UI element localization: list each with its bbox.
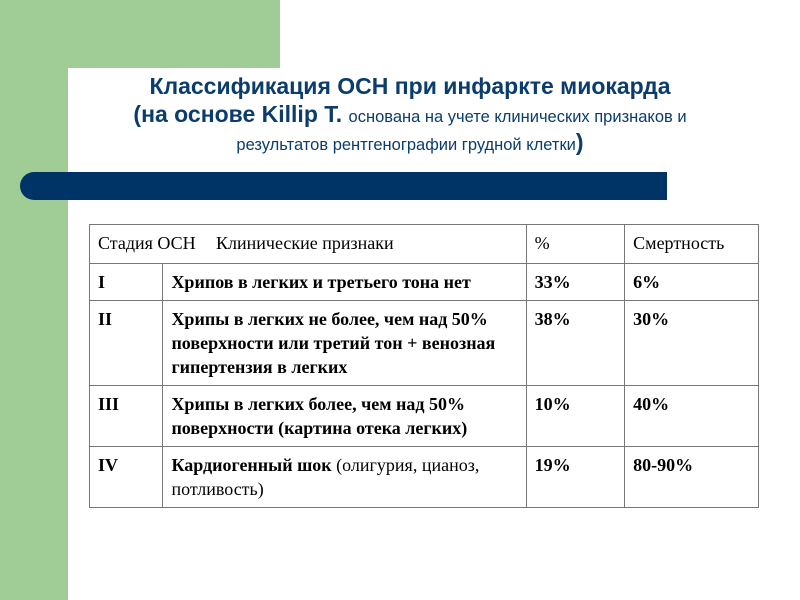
table-header-row: Стадия ОСН Клинические признаки % Смертно… (89, 224, 759, 264)
cell-percent: 33% (525, 263, 626, 301)
cell-stage: III (88, 385, 164, 447)
cell-percent: 10% (525, 385, 626, 447)
left-green-band (0, 0, 68, 600)
slide-title: Классификация ОСН при инфаркте миокарда … (70, 72, 750, 156)
cell-signs: Хрипов в легких и третьего тона нет (162, 263, 527, 301)
cell-stage: I (88, 263, 164, 301)
cell-mortality: 80-90% (624, 446, 759, 508)
title-line-3-close: ) (575, 129, 584, 155)
table-row: IV Кардиогенный шок (олигурия, цианоз, п… (88, 446, 759, 508)
header-percent: % (525, 224, 626, 264)
title-divider-bar (20, 172, 667, 200)
header-stage: Стадия ОСН (98, 233, 196, 253)
cell-stage: IV (88, 446, 164, 508)
cell-signs: Хрипы в легких не более, чем над 50% пов… (162, 300, 527, 386)
cell-stage: II (88, 300, 164, 386)
cell-signs: Хрипы в легких более, чем над 50% поверх… (162, 385, 527, 447)
cell-signs-extra: (олигурия, цианоз, потливость) (171, 455, 480, 499)
table-row: I Хрипов в легких и третьего тона нет 33… (88, 263, 759, 301)
title-line-2: (на основе Killip T. основана на учете к… (70, 100, 750, 131)
cell-percent: 19% (525, 446, 626, 508)
title-line-2-small: основана на учете клинических признаков … (348, 108, 687, 126)
top-green-block (0, 0, 280, 68)
title-line-3-text: результатов рентгенографии грудной клетк… (236, 136, 576, 154)
killip-classification-table: Стадия ОСН Клинические признаки % Смертно… (88, 224, 759, 508)
cell-mortality: 40% (624, 385, 759, 447)
cell-mortality: 6% (624, 263, 759, 301)
header-signs: Клинические признаки (216, 233, 394, 253)
cell-signs: Кардиогенный шок (олигурия, цианоз, потл… (162, 446, 527, 508)
table-row: II Хрипы в легких не более, чем над 50% … (88, 300, 759, 386)
cell-mortality: 30% (624, 300, 759, 386)
title-line-2-bold: (на основе Killip T. (133, 101, 349, 127)
header-mortality: Смертность (624, 224, 759, 264)
cell-percent: 38% (525, 300, 626, 386)
header-stage-signs: Стадия ОСН Клинические признаки (89, 224, 527, 264)
title-line-1: Классификация ОСН при инфаркте миокарда (149, 73, 671, 99)
title-line-3: результатов рентгенографии грудной клетк… (70, 131, 750, 156)
cell-signs-bold: Кардиогенный шок (171, 455, 332, 475)
table-row: III Хрипы в легких более, чем над 50% по… (88, 385, 759, 447)
